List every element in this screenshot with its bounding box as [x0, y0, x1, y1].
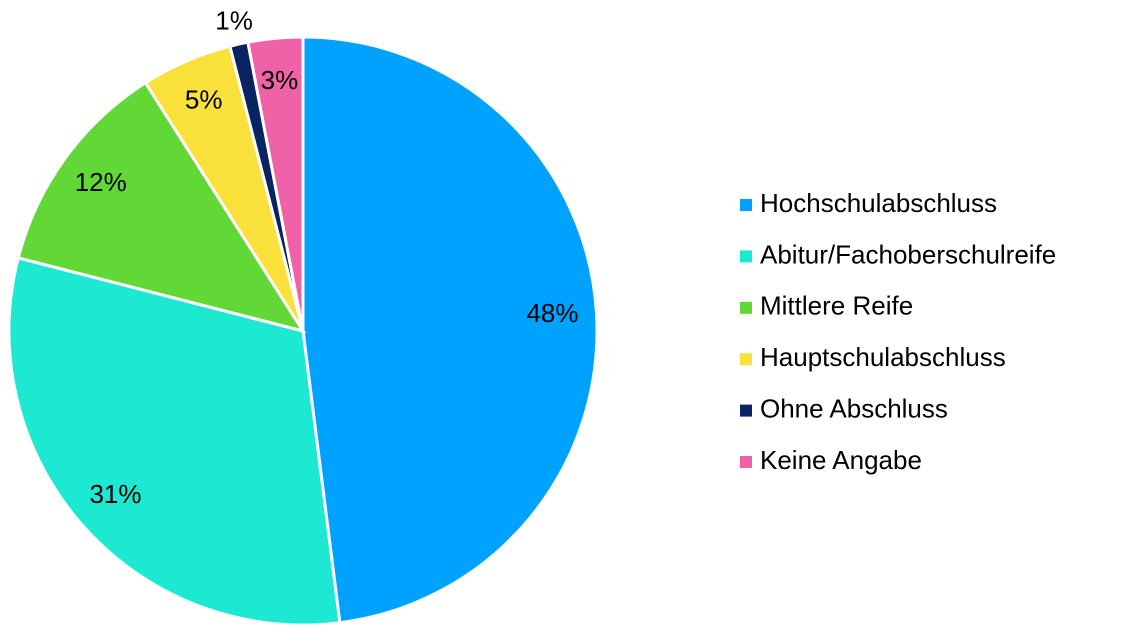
pie-slice — [16, 80, 307, 334]
legend-swatch — [740, 301, 752, 314]
pie-slice — [7, 256, 342, 625]
legend-swatch — [740, 250, 752, 263]
pie-slice — [301, 35, 599, 625]
legend-label: Abitur/Fachoberschulreife — [760, 239, 1056, 269]
legend-swatch — [740, 404, 752, 417]
data-label: 5% — [185, 84, 223, 114]
legend-swatch — [740, 456, 752, 468]
data-label: 31% — [89, 479, 141, 509]
data-label: 1% — [215, 5, 253, 35]
legend-label: Hauptschulabschluss — [760, 342, 1006, 372]
data-label: 3% — [261, 65, 299, 95]
pie-slice — [246, 35, 305, 332]
legend-label: Hochschulabschluss — [760, 188, 997, 218]
legend-swatch — [740, 353, 752, 366]
legend-label: Keine Angabe — [760, 445, 922, 475]
data-label: 12% — [75, 167, 127, 197]
legend-label: Mittlere Reife — [760, 291, 913, 321]
legend-swatch — [740, 199, 752, 211]
data-label: 48% — [526, 298, 578, 328]
legend-label: Ohne Abschluss — [760, 393, 948, 423]
